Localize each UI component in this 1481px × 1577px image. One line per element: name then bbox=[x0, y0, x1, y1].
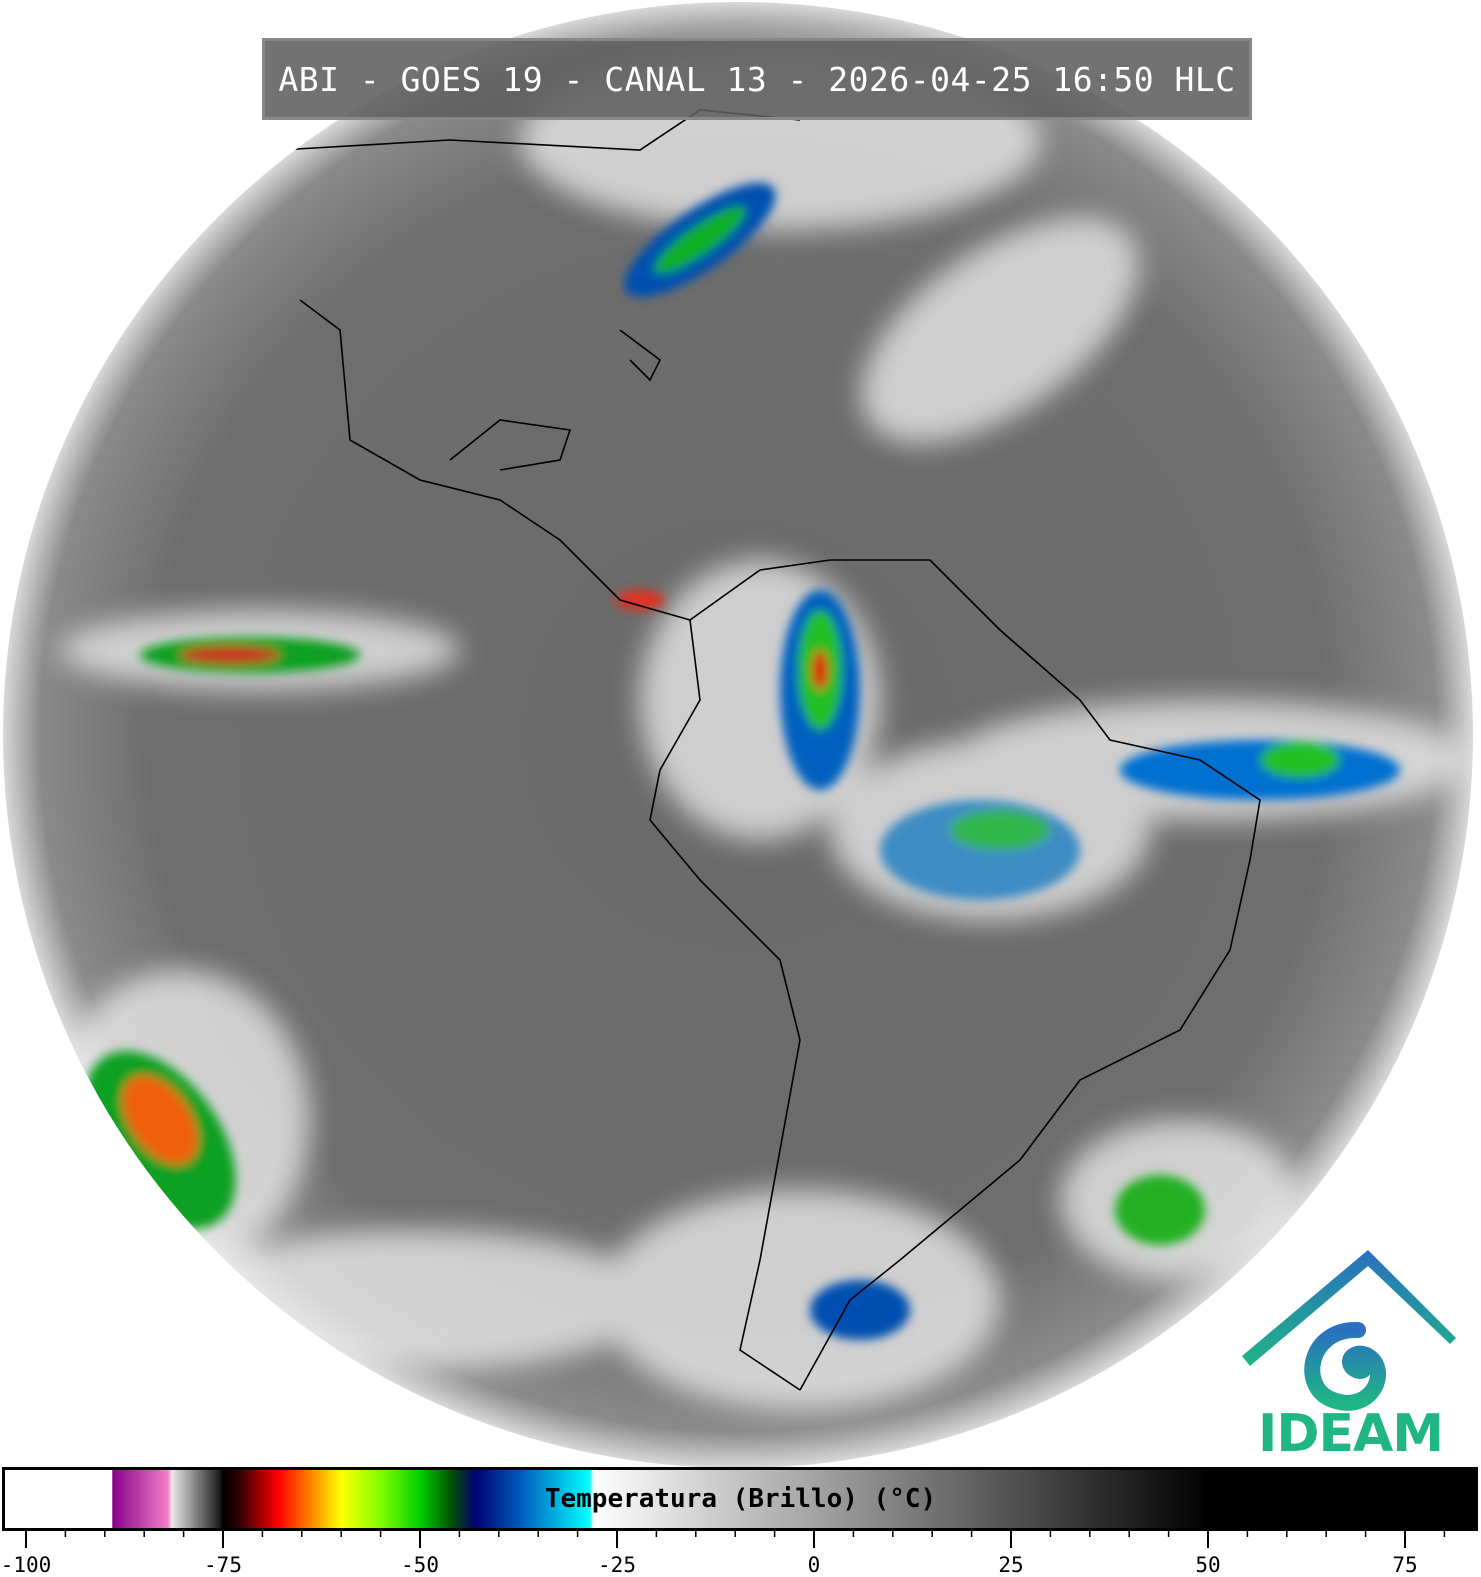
tick-label: -25 bbox=[598, 1553, 636, 1577]
tick-label: -75 bbox=[204, 1553, 242, 1577]
ideam-logo-text: IDEAM bbox=[1258, 1404, 1444, 1464]
tick-label: 50 bbox=[1195, 1553, 1220, 1577]
tick-label: 75 bbox=[1392, 1553, 1417, 1577]
roof-icon bbox=[1242, 1250, 1456, 1366]
spiral-icon bbox=[1304, 1322, 1386, 1411]
tick-label: 0 bbox=[808, 1553, 821, 1577]
colorbar-axis: -100 -75 -50 -25 0 25 50 75 bbox=[1, 1528, 1446, 1577]
colorbar-label: Temperatura (Brillo) (°C) bbox=[544, 1484, 937, 1514]
tick-label: -50 bbox=[401, 1553, 439, 1577]
title-banner: ABI - GOES 19 - CANAL 13 - 2026-04-25 16… bbox=[262, 38, 1252, 120]
temperature-colorbar bbox=[2, 1467, 1478, 1531]
tick-label: 25 bbox=[998, 1553, 1023, 1577]
tick-label: -100 bbox=[1, 1553, 52, 1577]
title-text: ABI - GOES 19 - CANAL 13 - 2026-04-25 16… bbox=[278, 59, 1236, 99]
ideam-logo bbox=[1242, 1250, 1456, 1411]
satellite-disk-image bbox=[3, 2, 1473, 1467]
